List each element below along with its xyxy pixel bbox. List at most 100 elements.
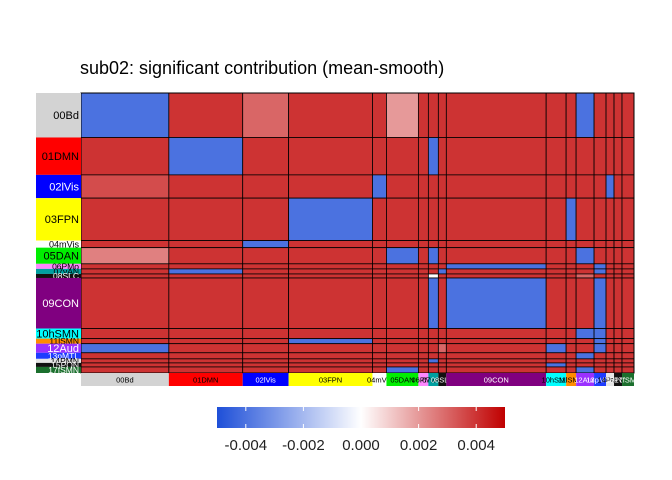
heatmap-cell-08SLC-03FPN [288, 273, 373, 279]
heatmap-cell-02lVis-01DMN [168, 174, 244, 199]
heatmap-cell-17fSMN-10hSMN [545, 366, 567, 374]
heatmap-cell-04mVis-03FPN [288, 240, 373, 249]
heatmap-cell-05DAN-11lSMN [565, 247, 577, 265]
heatmap-cell-04mVis-09CON [445, 240, 547, 249]
row-label-swatch-05DAN [36, 247, 81, 264]
col-label-00Bd: 00Bd [116, 376, 134, 385]
heatmap-cell-08SLC-11lSMN [565, 273, 577, 279]
row-label-02lVis: 02lVis [49, 181, 79, 193]
heatmap-cell-04mVis-05DAN [386, 240, 419, 249]
heatmap-cell-14PMN-12Aud [575, 358, 595, 364]
heatmap-cell-02lVis-00Bd [80, 174, 170, 199]
heatmap-cell-11lSMN-14PMN [605, 338, 615, 345]
col-label-swatch-14PMN [606, 373, 615, 386]
heatmap-cell-13pMTL-09CON [445, 352, 547, 360]
heatmap-cell-00Bd-11lSMN [565, 92, 577, 138]
heatmap-cell-05DAN-01DMN [168, 247, 244, 265]
heatmap-cell-17fSMN-17fSMN [621, 366, 635, 374]
heatmap-cell-08SLC-05DAN [386, 273, 419, 279]
heatmap-cell-06PMo-10hSMN [545, 263, 567, 270]
heatmap-cell-14PMN-04mVis [372, 358, 387, 364]
heatmap-cell-12Aud-09CON [445, 343, 547, 354]
heatmap-cell-02lVis-12Aud [575, 174, 595, 199]
heatmap-cell-05DAN-13pMTL [593, 247, 607, 265]
heatmap-cell-01DMN-12Aud [575, 137, 595, 176]
col-label-04mVis: 04mVis [367, 376, 392, 385]
heatmap-cell-04mVis-10hSMN [545, 240, 567, 249]
heatmap-cell-07vAN-06PMo [417, 268, 429, 275]
heatmap-cell-02lVis-08SLC [437, 174, 447, 199]
heatmap-cell-04mVis-11lSMN [565, 240, 577, 249]
col-label-05DAN: 05DAN [390, 376, 414, 385]
heatmap-cell-12Aud-14PMN [605, 343, 615, 354]
heatmap-cell-07vAN-11lSMN [565, 268, 577, 275]
heatmap-cell-15PON-17fSMN [621, 362, 635, 368]
heatmap-cell-11lSMN-13pMTL [593, 338, 607, 345]
col-label-07vAN: 07vAN [422, 376, 445, 385]
col-label-06PMo: 06PMo [411, 376, 435, 385]
heatmap-cell-14PMN-03FPN [288, 358, 373, 364]
heatmap-cell-14PMN-13pMTL [593, 358, 607, 364]
chart-title: sub02: significant contribution (mean-sm… [80, 58, 444, 78]
heatmap-cell-14PMN-08SLC [437, 358, 447, 364]
row-label-01DMN: 01DMN [42, 151, 79, 163]
heatmap-cell-07vAN-13pMTL [593, 268, 607, 275]
row-label-swatch-02lVis [36, 174, 81, 199]
heatmap-cell-17fSMN-14PMN [605, 366, 615, 374]
row-label-swatch-09CON [36, 277, 81, 329]
heatmap-cells [80, 92, 635, 374]
heatmap-cell-01DMN-00Bd [80, 137, 170, 176]
heatmap-cell-11lSMN-12Aud [575, 338, 595, 345]
heatmap-cell-08SLC-07vAN [427, 273, 439, 279]
heatmap-cell-15PON-08SLC [437, 362, 447, 368]
heatmap-cell-14PMN-15PON [613, 358, 623, 364]
heatmap-cell-13pMTL-07vAN [427, 352, 439, 360]
row-label-13pMTL: 13pMTL [48, 351, 79, 361]
col-label-15PON: 15PON [606, 376, 631, 385]
row-label-09CON: 09CON [42, 298, 79, 310]
heatmap-cell-15PON-14PMN [605, 362, 615, 368]
heatmap-cell-06PMo-09CON [445, 263, 547, 270]
heatmap-cell-08SLC-01DMN [168, 273, 244, 279]
col-label-swatch-11lSMN [566, 373, 577, 386]
heatmap-cell-12Aud-17fSMN [621, 343, 635, 354]
col-label-swatch-01DMN [168, 373, 243, 386]
col-label-swatch-05DAN [386, 373, 419, 386]
heatmap-cell-12Aud-10hSMN [545, 343, 567, 354]
heatmap-cell-04mVis-12Aud [575, 240, 595, 249]
heatmap-cell-07vAN-05DAN [386, 268, 419, 275]
heatmap-cell-10hSMN-14PMN [605, 328, 615, 340]
heatmap-cell-14PMN-01DMN [168, 358, 244, 364]
col-label-12Aud: 12Aud [574, 376, 596, 385]
heatmap-cell-11lSMN-10hSMN [545, 338, 567, 345]
heatmap-cell-01DMN-13pMTL [593, 137, 607, 176]
heatmap-cell-06PMo-04mVis [372, 263, 387, 270]
col-label-swatch-00Bd [81, 373, 169, 386]
heatmap-cell-05DAN-15PON [613, 247, 623, 265]
row-label-swatch-06PMo [36, 263, 81, 269]
heatmap-cell-03FPN-03FPN [288, 197, 373, 241]
heatmap-cell-08SLC-17fSMN [621, 273, 635, 279]
heatmap-cell-03FPN-14PMN [605, 197, 615, 241]
heatmap-cell-13pMTL-12Aud [575, 352, 595, 360]
heatmap-cell-00Bd-15PON [613, 92, 623, 138]
heatmap-cell-04mVis-00Bd [80, 240, 170, 249]
heatmap-cell-12Aud-08SLC [437, 343, 447, 354]
heatmap-cell-02lVis-02lVis [242, 174, 290, 199]
heatmap-cell-07vAN-04mVis [372, 268, 387, 275]
heatmap-cell-10hSMN-13pMTL [593, 328, 607, 340]
row-label-06PMo: 06PMo [52, 261, 79, 271]
heatmap-cell-01DMN-01DMN [168, 137, 244, 176]
heatmap-cell-13pMTL-08SLC [437, 352, 447, 360]
heatmap-cell-12Aud-00Bd [80, 343, 170, 354]
heatmap-cell-09CON-15PON [613, 277, 623, 329]
heatmap-cell-04mVis-01DMN [168, 240, 244, 249]
heatmap-cell-17fSMN-09CON [445, 366, 547, 374]
row-label-swatch-14PMN [36, 358, 81, 363]
col-label-01DMN: 01DMN [193, 376, 218, 385]
heatmap-cell-17fSMN-08SLC [437, 366, 447, 374]
heatmap-cell-01DMN-05DAN [386, 137, 419, 176]
heatmap-cell-14PMN-00Bd [80, 358, 170, 364]
heatmap-cell-02lVis-07vAN [427, 174, 439, 199]
heatmap-cell-06PMo-01DMN [168, 263, 244, 270]
